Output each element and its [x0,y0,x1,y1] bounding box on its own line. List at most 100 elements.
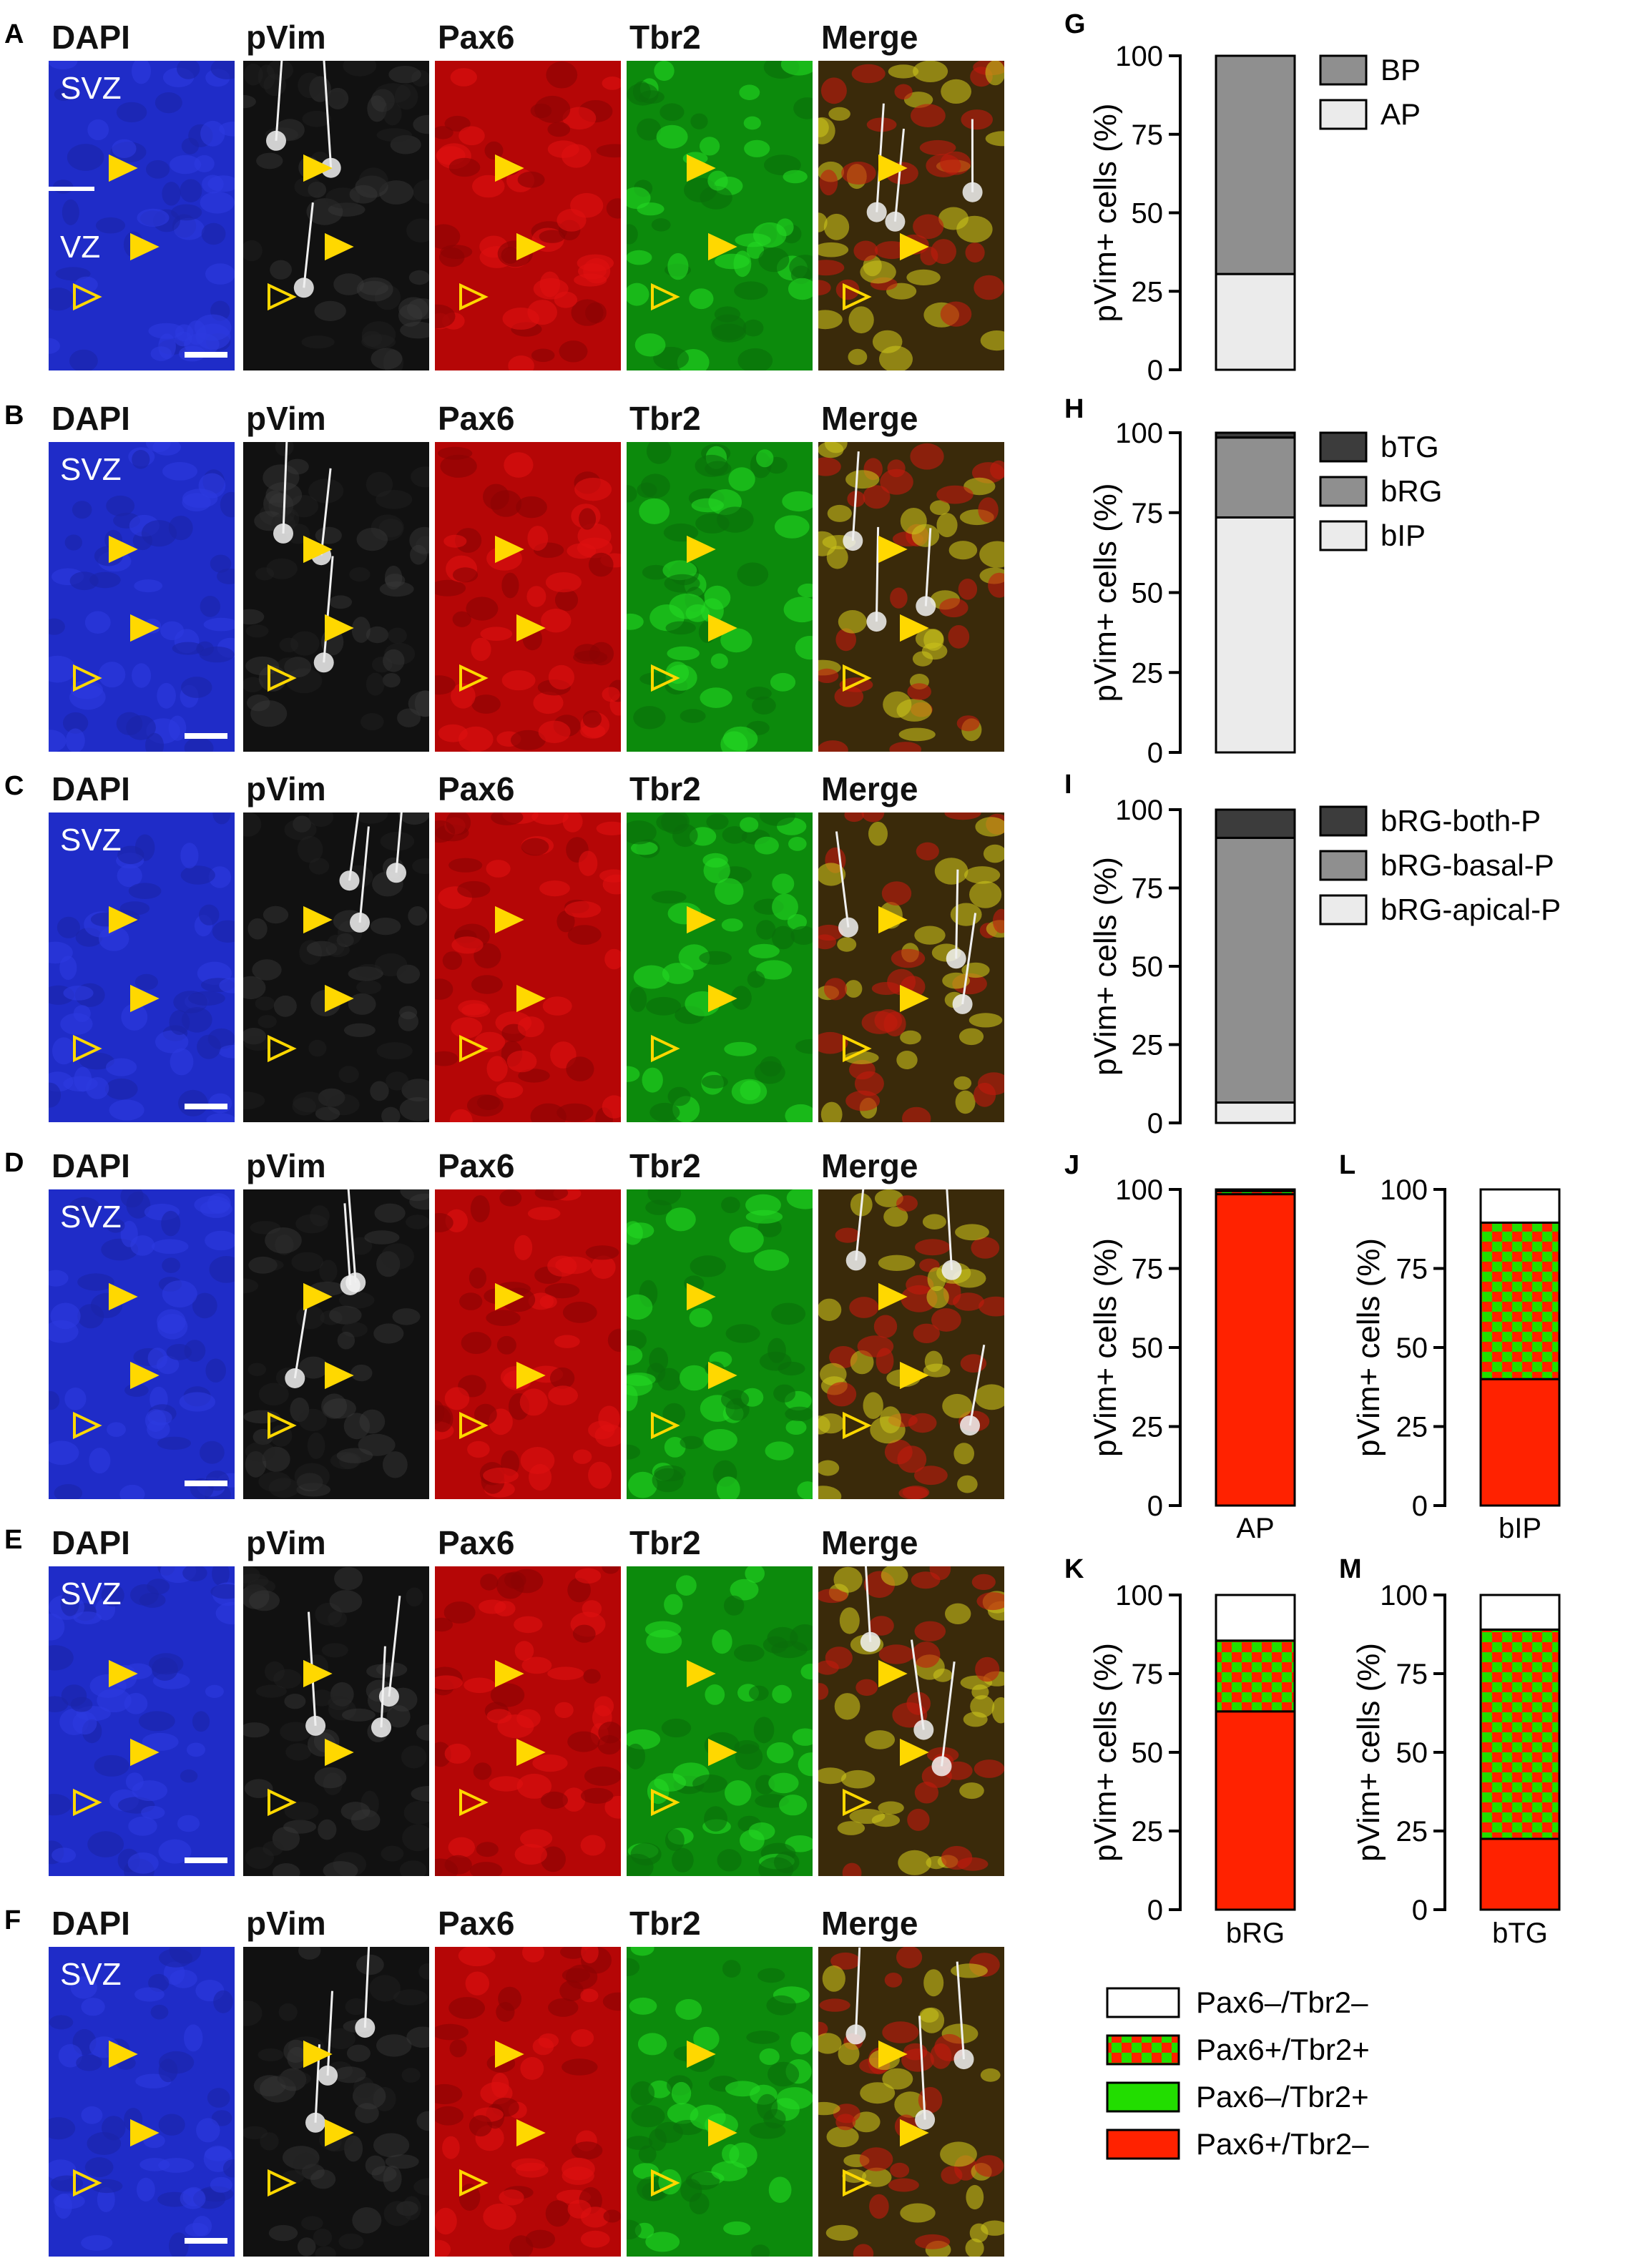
legend-swatch-white [1106,1987,1180,2018]
arrowhead-layer [73,535,160,692]
channel-label-tbr2: Tbr2 [629,1147,701,1184]
y-tick-label: 25 [1132,1030,1164,1061]
arrowhead-layer [843,1659,929,1817]
channel-label-dapi: DAPI [52,770,130,807]
arrowhead-layer [651,2040,737,2197]
arrowhead-layer [73,1659,160,1817]
y-tick-label: 0 [1147,737,1163,769]
micrograph-texture [49,1566,235,1876]
micrograph-f-pvim [243,1947,429,2257]
arrowhead-layer [73,1282,160,1440]
micrograph-b-dapi: SVZ [49,442,235,752]
micrograph-texture [627,61,813,370]
micrograph-a-merge [818,61,1004,370]
y-tick-label: 75 [1132,1659,1164,1690]
y-tick-label: 50 [1132,198,1164,230]
bar-segment-m-2 [1479,1628,1561,1840]
y-tick-label: 75 [1132,498,1164,529]
y-axis-label: pVim+ cells (%) [1351,1643,1386,1862]
channel-label-pvim: pVim [246,1524,326,1561]
arrowhead-layer [73,2040,160,2197]
y-axis-label: pVim+ cells (%) [1088,1643,1123,1862]
legend-swatch [1319,476,1368,507]
panel-letter-b: B [4,401,24,431]
micrograph-texture [627,442,813,752]
micrograph-texture [49,1947,235,2257]
arrowhead-layer [459,1659,546,1817]
arrowhead-layer [268,2040,354,2197]
channel-label-pax6: Pax6 [438,1524,515,1561]
micrograph-c-tbr2 [627,813,813,1122]
zone-label-svz: SVZ [60,1576,122,1611]
zone-label-svz: SVZ [60,71,122,106]
panel-letter-i: I [1064,770,1072,800]
micrograph-texture [435,61,621,370]
y-tick-label: 25 [1132,1412,1164,1443]
channel-label-pvim: pVim [246,1905,326,1942]
x-category-label: bRG [1226,1918,1285,1949]
channel-label-pvim: pVim [246,19,326,56]
y-tick-label: 75 [1132,873,1164,905]
scale-bar [185,1857,227,1863]
channel-label-tbr2: Tbr2 [629,1905,701,1942]
arrowhead-layer [843,154,929,311]
zone-label-svz: SVZ [60,452,122,487]
micrograph-texture [435,813,621,1122]
scale-bar [185,1104,227,1109]
scale-bar [185,1481,227,1486]
arrowhead-layer [651,905,737,1063]
bar-segment-j-3 [1215,1188,1296,1192]
y-tick-label: 100 [1115,418,1163,449]
legend-label: Pax6–/Tbr2+ [1196,2080,1369,2114]
legend-swatch [1319,54,1368,86]
micrograph-e-pax6 [435,1566,621,1876]
micrograph-d-merge [818,1189,1004,1499]
micrograph-texture [818,813,1004,1122]
bar-segment-k-2 [1215,1639,1296,1713]
y-axis-label: pVim+ cells (%) [1088,483,1123,702]
y-tick-label: 50 [1132,578,1164,609]
arrowhead-layer [459,2040,546,2197]
legend-label: BP [1381,53,1421,87]
micrograph-d-pvim [243,1189,429,1499]
legend-label: Pax6–/Tbr2– [1196,1985,1368,2019]
y-tick-label: 0 [1147,1491,1163,1522]
micrograph-texture [49,442,235,752]
legend-swatch [1319,431,1368,463]
channel-label-pvim: pVim [246,400,326,437]
channel-label-pax6: Pax6 [438,770,515,807]
chart-g: G 0 25 50 75 100 pVim+ cells (%) BP AP [1064,9,1421,386]
micrograph-texture [435,1947,621,2257]
micrograph-texture [243,813,429,1122]
y-tick-label: 100 [1380,1174,1428,1206]
micrograph-texture [818,442,1004,752]
channel-label-merge: Merge [821,19,918,56]
micrograph-b-tbr2 [627,442,813,752]
bar-segment-k-3 [1215,1594,1296,1642]
y-tick-label: 0 [1412,1895,1428,1926]
legend-label: AP [1381,97,1421,131]
arrowhead-layer [843,905,929,1063]
micrograph-e-dapi: SVZ [49,1566,235,1876]
y-axis-label: pVim+ cells (%) [1088,857,1123,1076]
y-tick-label: 0 [1147,1895,1163,1926]
micrograph-a-pvim [243,61,429,370]
bar-segment-j-0 [1215,1193,1296,1507]
channel-label-dapi: DAPI [52,1905,130,1942]
legend-label: Pax6+/Tbr2+ [1196,2033,1370,2066]
micrograph-f-tbr2 [627,1947,813,2257]
y-tick-label: 0 [1147,1108,1163,1139]
x-category-label: bTG [1492,1918,1548,1949]
micrograph-texture [435,1566,621,1876]
bar-segment-h-0 [1215,516,1296,754]
micrograph-d-pax6 [435,1189,621,1499]
channel-label-merge: Merge [821,1524,918,1561]
micrograph-c-merge [818,813,1004,1122]
y-tick-label: 100 [1115,1580,1163,1611]
arrowhead-layer [651,154,737,311]
micrograph-texture [435,446,621,752]
channel-label-tbr2: Tbr2 [629,1524,701,1561]
panel-letter-j: J [1064,1150,1079,1180]
legend-swatch [1319,520,1368,551]
